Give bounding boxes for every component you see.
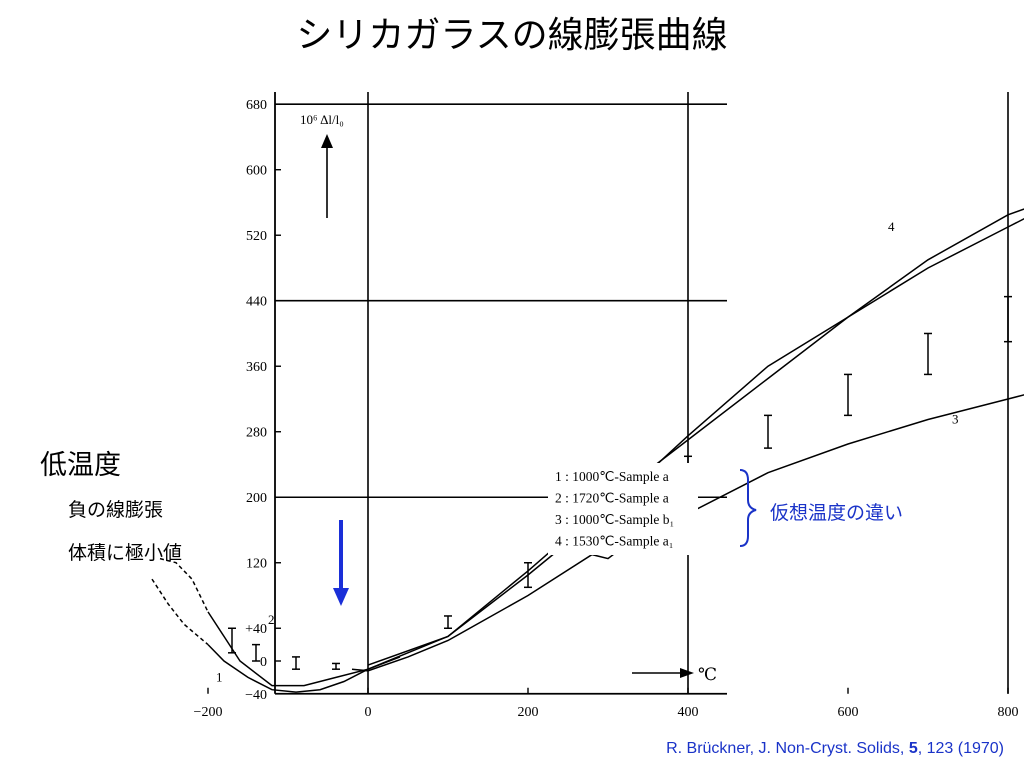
curve-label-2: 2 [268,612,275,627]
volume-minimum-note: 体積に極小値 [68,542,183,564]
x-tick-label: 0 [365,705,372,720]
series-1-dashed-line [151,578,209,646]
y-axis-label: 10⁶ Δl/l₀ [300,112,344,127]
y-tick-label: 360 [246,360,267,375]
series-2-dashed-line [159,557,209,613]
y-tick-label: 280 [246,426,267,441]
y-tick-label: 440 [246,295,267,310]
curve-label-1: 1 [216,669,223,684]
x-axis-arrow-head [680,668,694,678]
y-tick-label: 680 [246,98,267,113]
negative-expansion-note: 負の線膨張 [68,499,164,521]
legend-entry-1: 1 : 1000℃-Sample a [555,469,669,484]
series-1-line [207,644,401,693]
y-tick-label: 0 [260,655,267,670]
curly-brace [739,469,757,547]
x-tick-label: 600 [838,705,859,720]
y-tick-label: 200 [246,491,267,506]
legend-entry-4: 4 : 1530℃-Sample a₁ [555,534,673,549]
x-axis-label: ℃ [698,665,717,685]
x-tick-label: −200 [194,705,223,720]
citation-suffix: , 123 (1970) [917,740,1004,757]
legend-entry-3: 3 : 1000℃-Sample b₁ [555,512,674,527]
legend-entry-2: 2 : 1720℃-Sample a [555,491,669,506]
x-tick-label: 800 [998,705,1019,720]
y-tick-label: 520 [246,229,267,244]
curve-label-3: 3 [952,412,959,427]
series-2-line [207,217,1024,687]
legend-layer: 1 : 1000℃-Sample a 2 : 1720℃-Sample a 3 : … [548,463,698,555]
citation-prefix: R. Brückner, J. Non-Cryst. Solids, [666,740,909,757]
series-layer [151,208,1024,693]
citation: R. Brückner, J. Non-Cryst. Solids, 5, 12… [666,740,1004,758]
x-tick-label: 200 [518,705,539,720]
x-tick-label: 400 [678,705,699,720]
blue-arrow-head [333,588,349,606]
y-tick-label: −40 [245,688,267,703]
axis-layer: −40 0 +40 120 200 280 360 440 520 600 680 −200 0 200 4… [194,92,1019,720]
y-axis-arrow-head [321,134,333,148]
fictive-temperature-note: 仮想温度の違い [770,502,904,524]
y-tick-label: +40 [245,622,267,637]
series-4-line [367,208,1024,666]
grid-layer [275,92,1009,694]
low-temperature-heading: 低温度 [40,450,121,481]
curve-label-4: 4 [888,219,895,234]
citation-volume: 5 [908,740,918,757]
legend-background [548,463,698,555]
label-layer: 1 2 3 4 [216,219,959,684]
slide-title: シリカガラスの線膨張曲線 [296,15,728,56]
y-tick-label: 120 [246,557,267,572]
y-tick-label: 600 [246,164,267,179]
annotation-layer [333,469,757,606]
